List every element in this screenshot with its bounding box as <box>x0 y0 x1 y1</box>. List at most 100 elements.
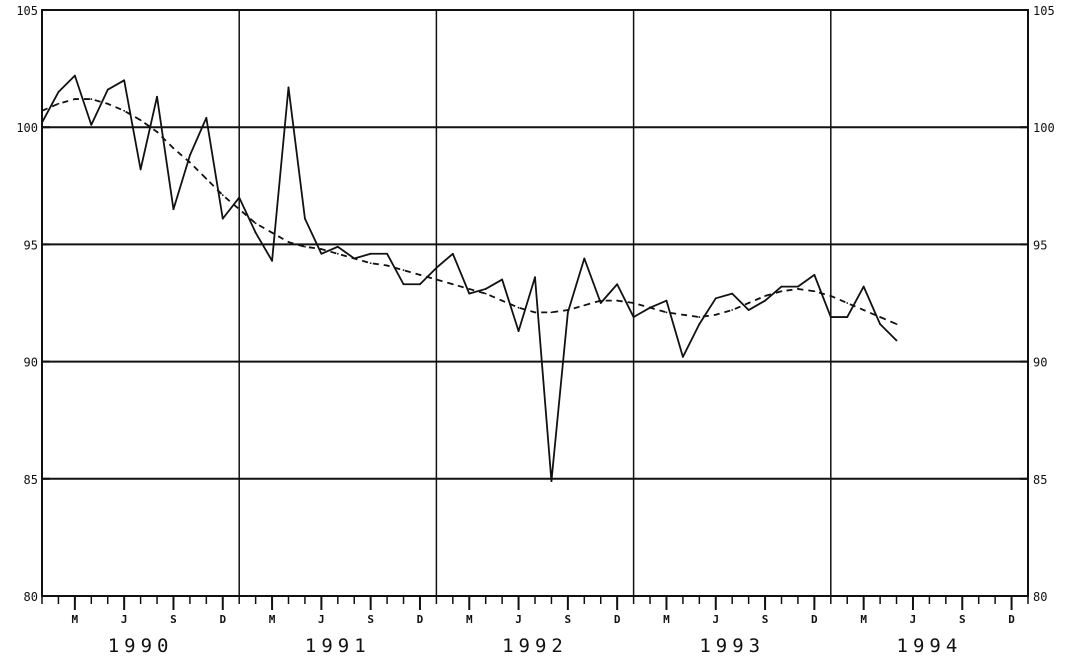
x-tick-label-M: M <box>269 613 276 626</box>
label-layer: 1990 1991 1992 1993 1994 <box>108 635 963 657</box>
trend-point <box>797 288 799 290</box>
data-point <box>862 285 865 288</box>
trend-point <box>435 278 438 281</box>
plot-frame <box>41 9 1029 597</box>
series-layer <box>41 74 898 483</box>
data-point <box>517 330 520 333</box>
data-point <box>451 252 454 255</box>
y-tick-label-left: 85 <box>24 473 38 487</box>
trend-point <box>501 299 504 302</box>
data-point <box>879 323 881 325</box>
trend-point <box>583 304 586 307</box>
trend-point <box>632 302 635 304</box>
y-tick-label-right: 95 <box>1033 238 1047 252</box>
trend-point <box>550 311 553 314</box>
x-tick-label-D: D <box>811 613 818 626</box>
data-point <box>583 257 586 260</box>
trend-point <box>731 309 734 311</box>
x-tick-label-S: S <box>762 613 769 626</box>
trend-point <box>386 264 388 267</box>
trend-point <box>156 130 158 133</box>
x-tick-label-J: J <box>515 613 522 626</box>
data-point <box>534 276 536 279</box>
x-tick-label-J: J <box>910 613 917 626</box>
data-point <box>714 297 717 300</box>
data-point <box>599 302 602 304</box>
year-label-1990: 1990 <box>108 635 174 657</box>
trend-point <box>402 269 405 272</box>
trend-point <box>616 299 619 302</box>
x-tick-label-S: S <box>565 613 572 626</box>
trend-point <box>172 147 175 150</box>
trend-point <box>205 177 208 180</box>
trend-point <box>682 313 684 316</box>
y-tick-label-left: 80 <box>24 590 38 604</box>
x-tick-label-M: M <box>663 613 670 626</box>
data-point <box>106 88 109 91</box>
data-point <box>731 292 734 295</box>
data-point <box>616 283 619 286</box>
x-tick-label-D: D <box>614 613 621 626</box>
x-tick-label-S: S <box>170 613 177 626</box>
x-tick-label-J: J <box>712 613 719 626</box>
trend-point <box>353 257 356 260</box>
trend-point <box>714 313 717 316</box>
data-point <box>698 323 701 325</box>
data-point <box>682 356 684 358</box>
x-tick-label-D: D <box>1008 613 1015 626</box>
trend-point <box>895 323 898 325</box>
trend-point <box>534 311 536 314</box>
trend-point <box>73 98 76 100</box>
trend-point <box>189 161 191 164</box>
y-tick-label-right: 80 <box>1033 590 1047 604</box>
trend-point <box>747 302 750 304</box>
trend-point <box>846 302 849 304</box>
trend-point <box>862 309 865 311</box>
data-point <box>205 116 208 119</box>
data-point <box>254 231 257 234</box>
data-point <box>123 79 126 82</box>
data-point <box>320 252 323 255</box>
data-point <box>550 480 553 483</box>
trend-point <box>599 299 602 302</box>
trend-point <box>106 102 109 105</box>
y-tick-label-right: 105 <box>1033 4 1055 18</box>
trend-point <box>254 222 257 225</box>
x-tick-label-S: S <box>367 613 374 626</box>
data-point <box>271 259 273 262</box>
year-label-1994: 1994 <box>897 635 963 657</box>
data-point <box>780 285 783 288</box>
trend-point <box>57 102 60 105</box>
trend-point <box>879 316 881 318</box>
trend-point <box>764 295 766 297</box>
trend-point <box>271 231 273 234</box>
trend-line-dashed <box>41 98 897 325</box>
data-point <box>665 299 668 302</box>
data-point <box>336 245 339 248</box>
data-point <box>386 252 388 255</box>
data-point <box>73 74 76 77</box>
trend-point <box>419 273 421 276</box>
data-point <box>221 217 224 220</box>
trend-point <box>451 283 454 286</box>
trend-point <box>221 194 224 197</box>
data-point <box>747 309 750 311</box>
trend-point <box>566 309 569 311</box>
trend-point <box>369 262 372 265</box>
x-tick-label-J: J <box>121 613 128 626</box>
year-label-1993: 1993 <box>699 635 765 657</box>
data-point <box>468 292 471 295</box>
y-tick-label-right: 100 <box>1033 121 1055 135</box>
data-point <box>90 123 93 126</box>
data-point <box>287 86 290 89</box>
x-tick-label-D: D <box>417 613 424 626</box>
data-point <box>419 283 421 286</box>
trend-point <box>336 252 339 255</box>
year-label-1991: 1991 <box>305 635 371 657</box>
data-point <box>57 91 60 93</box>
trend-point <box>698 316 701 318</box>
y-tick-label-left: 90 <box>24 356 38 370</box>
year-label-1992: 1992 <box>502 635 568 657</box>
trend-point <box>813 290 816 293</box>
trend-point <box>829 295 832 297</box>
